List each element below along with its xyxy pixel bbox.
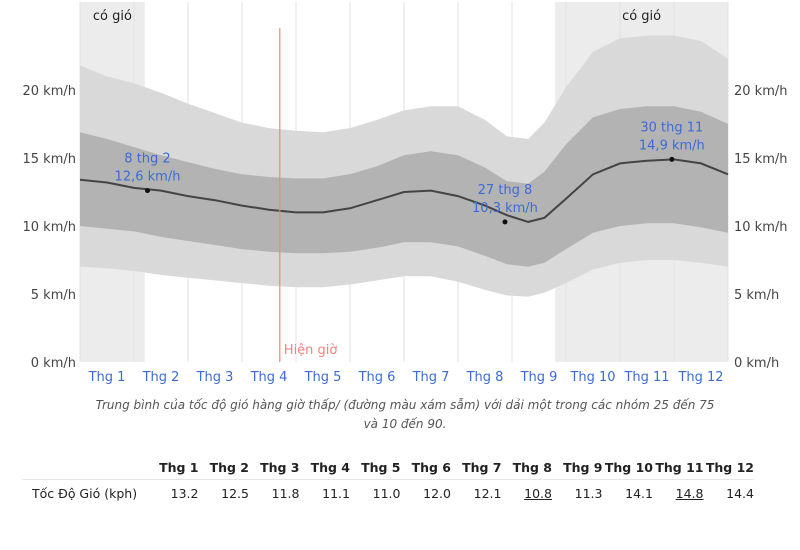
x-tick-label: Thg 7 (412, 370, 450, 385)
x-tick-label: Thg 4 (250, 370, 288, 385)
average-line (79, 158, 729, 223)
summary-column-header: Thg 3 (260, 460, 300, 475)
annotation-point (669, 156, 675, 162)
summary-cell: 12.1 (451, 479, 502, 507)
summary-cell: 14.4 (703, 479, 754, 507)
y-tick-label-right: 10 km/h (734, 220, 788, 235)
summary-header-row: Thg 1 Thg 2 Thg 3 Thg 4 Thg 5 Thg 6 Thg 7 Thg 8… (22, 456, 754, 480)
x-tick-label: Thg 1 (88, 370, 126, 385)
average-line-layer (79, 158, 729, 223)
summary-corner (22, 456, 148, 480)
x-tick-label: Thg 3 (196, 370, 234, 385)
now-marker: Hiện giờ (279, 28, 338, 362)
windy-period-label: có gió (622, 9, 661, 24)
summary-column-header: Thg 8 (512, 460, 552, 475)
y-tick-label-left: 20 km/h (23, 84, 77, 99)
windy-period-label: có gió (93, 9, 132, 24)
y-tick-label-right: 0 km/h (734, 356, 779, 371)
summary-column-header: Thg 10 (604, 460, 653, 475)
summary-cell: 11.0 (350, 479, 401, 507)
now-label: Hiện giờ (284, 343, 338, 358)
y-axis-labels: 0 km/h 0 km/h 5 km/h 5 km/h 10 km/h 10 km/h 15… (23, 84, 788, 371)
x-tick-label: Thg 9 (520, 370, 558, 385)
band-25-75 (80, 106, 728, 267)
summary-cell: 11.3 (552, 479, 603, 507)
summary-column-header: Thg 9 (563, 460, 603, 475)
summary-column-header: Thg 12 (705, 460, 754, 475)
x-axis-month-labels: Thg 1 Thg 2 Thg 3 Thg 4 Thg 5 Thg 6 Thg 7 Thg 8… (88, 370, 724, 385)
summary-cell: 12.5 (198, 479, 249, 507)
annotation-date: 8 thg 2 (124, 152, 170, 167)
summary-cell: 10.8 (501, 479, 552, 507)
y-tick-label-left: 10 km/h (23, 220, 77, 235)
summary-cell: 14.8 (653, 479, 704, 507)
y-tick-label-left: 0 km/h (31, 356, 76, 371)
annotation-value: 14,9 km/h (639, 138, 705, 153)
annotation-point (145, 188, 150, 194)
x-tick-label: Thg 11 (623, 370, 669, 385)
annotation-date: 30 thg 11 (640, 120, 703, 135)
y-tick-label-right: 15 km/h (734, 152, 788, 167)
annotations: 8 thg 2 12,6 km/h 27 thg 8 10,3 km/h 30 thg … (115, 120, 705, 225)
summary-column-header: Thg 6 (411, 460, 451, 475)
percentile-bands (80, 35, 728, 297)
y-tick-label-left: 5 km/h (31, 288, 76, 303)
x-tick-label: Thg 2 (142, 370, 180, 385)
x-tick-label: Thg 10 (569, 370, 615, 385)
x-tick-label: Thg 12 (677, 370, 723, 385)
x-tick-label: Thg 6 (358, 370, 396, 385)
annotation-value: 12,6 km/h (115, 170, 181, 185)
summary-cell: 11.1 (299, 479, 350, 507)
summary-row-label: Tốc Độ Gió (kph) (22, 479, 148, 507)
summary-column-header: Thg 2 (209, 460, 249, 475)
summary-data-row: Tốc Độ Gió (kph) 13.2 12.5 11.8 11.1 11.0 12.… (22, 479, 754, 507)
summary-column-header: Thg 4 (310, 460, 350, 475)
annotation-point (502, 219, 508, 225)
x-tick-label: Thg 8 (466, 370, 504, 385)
summary-cell: 12.0 (400, 479, 451, 507)
summary-column-header: Thg 5 (361, 460, 401, 475)
annotation-value: 10,3 km/h (472, 201, 538, 216)
summary-cell: 13.2 (148, 479, 199, 507)
summary-cell: 14.1 (602, 479, 653, 507)
annotation-date: 27 thg 8 (478, 183, 533, 198)
summary-column-header: Thg 1 (159, 460, 199, 475)
y-tick-label-right: 20 km/h (734, 84, 788, 99)
y-tick-label-left: 15 km/h (23, 152, 77, 167)
chart-caption: Trung bình của tốc độ gió hàng giờ thấp/… (95, 398, 715, 431)
wind-speed-chart: có gió có gió Hiện giờ 0 km/h 0 km/h 5 km/h… (23, 2, 788, 385)
summary-column-header: Thg 7 (462, 460, 502, 475)
y-tick-label-right: 5 km/h (734, 288, 779, 303)
summary-table: Thg 1 Thg 2 Thg 3 Thg 4 Thg 5 Thg 6 Thg 7 Thg 8… (22, 456, 754, 507)
summary-column-header: Thg 11 (655, 460, 704, 475)
x-tick-label: Thg 5 (304, 370, 342, 385)
summary-cell: 11.8 (249, 479, 300, 507)
